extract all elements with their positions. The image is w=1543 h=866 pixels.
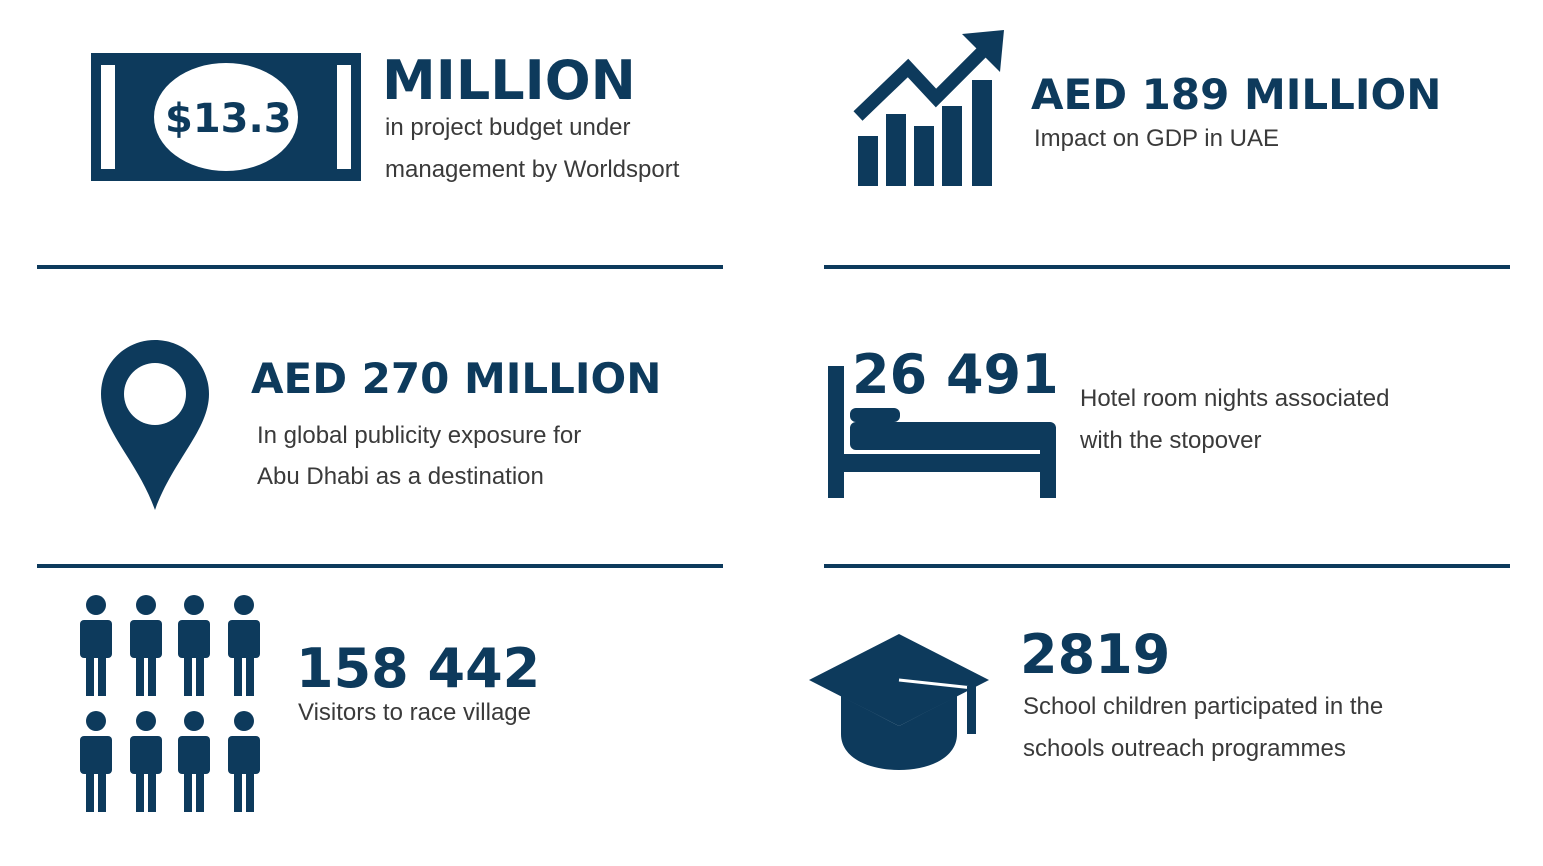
people-icon bbox=[80, 595, 260, 812]
visitors-desc-line1: Visitors to race village bbox=[298, 699, 531, 726]
publicity-desc-line1: In global publicity exposure for bbox=[257, 422, 582, 449]
growth-chart-icon bbox=[853, 30, 1004, 186]
gdp-value: AED 189 MILLION bbox=[1031, 70, 1442, 119]
schools-desc-line1: School children participated in the bbox=[1023, 693, 1384, 720]
budget-desc-line1: in project budget under bbox=[385, 114, 631, 141]
money-bill-icon bbox=[91, 53, 361, 181]
schools-desc-line2: schools outreach programmes bbox=[1023, 735, 1346, 762]
hotel-desc-line1: Hotel room nights associated bbox=[1080, 385, 1390, 412]
graduation-cap-icon bbox=[809, 634, 989, 770]
divider-left-1 bbox=[37, 265, 723, 269]
budget-value: MILLION bbox=[382, 49, 636, 112]
publicity-value: AED 270 MILLION bbox=[251, 354, 662, 403]
divider-left-2 bbox=[37, 564, 723, 568]
divider-right-1 bbox=[824, 265, 1510, 269]
publicity-desc-line2: Abu Dhabi as a destination bbox=[257, 463, 544, 490]
budget-badge-text: $13.3 bbox=[165, 96, 292, 142]
visitors-value: 158 442 bbox=[296, 637, 541, 700]
schools-value: 2819 bbox=[1020, 623, 1171, 686]
gdp-desc-line1: Impact on GDP in UAE bbox=[1034, 125, 1279, 152]
bed-icon bbox=[828, 366, 1056, 498]
map-pin-icon bbox=[101, 340, 209, 510]
hotel-desc-line2: with the stopover bbox=[1080, 427, 1262, 454]
divider-right-2 bbox=[824, 564, 1510, 568]
hotel-value: 26 491 bbox=[852, 343, 1059, 406]
budget-desc-line2: management by Worldsport bbox=[385, 156, 680, 183]
